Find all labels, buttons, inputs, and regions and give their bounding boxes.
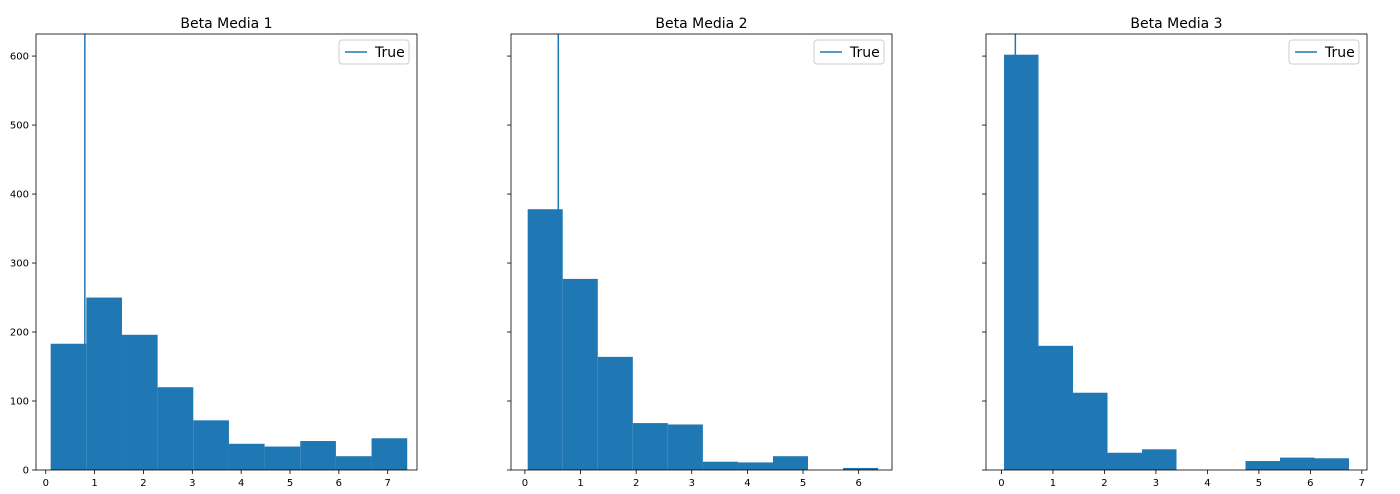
x-tick-label: 4 [744, 478, 750, 489]
x-tick-label: 1 [577, 478, 583, 489]
histogram-bar [1107, 452, 1143, 470]
histogram-bar [193, 420, 229, 470]
x-tick-label: 3 [689, 478, 695, 489]
y-tick-label: 600 [10, 52, 29, 63]
x-tick-label: 6 [1307, 478, 1313, 489]
histogram-bar [121, 334, 158, 470]
histogram-bar [562, 278, 598, 470]
histogram-bar [50, 343, 87, 470]
x-tick-label: 2 [1101, 478, 1107, 489]
histogram-bar [737, 462, 773, 470]
x-tick-label: 5 [1256, 478, 1262, 489]
x-tick-label: 4 [238, 478, 244, 489]
histogram-bar [1004, 54, 1039, 471]
histogram-bars [527, 209, 879, 470]
legend: True [338, 39, 410, 65]
legend: True [813, 39, 885, 65]
histogram-bar [843, 467, 879, 470]
legend-box [813, 39, 885, 65]
y-tick-label: 400 [10, 190, 29, 201]
x-tick-label: 1 [91, 478, 97, 489]
x-tick-label: 3 [1153, 478, 1159, 489]
x-tick-label: 3 [189, 478, 195, 489]
histogram-bar [86, 297, 122, 470]
x-tick-label: 5 [800, 478, 806, 489]
histogram-bar [702, 461, 738, 470]
chart-title: Beta Media 2 [655, 16, 747, 32]
legend-label: True [849, 45, 880, 61]
histogram-bar [772, 456, 809, 470]
legend-label: True [374, 45, 405, 61]
x-tick-label: 2 [140, 478, 146, 489]
chart-panel-1: 0 1 2 3 4 5 6 7 0 100 200 300 400 500 600 Beta Media 1 T… [10, 16, 418, 489]
histogram-bar [1279, 457, 1315, 470]
histogram-bar [632, 423, 668, 470]
legend: True [1288, 39, 1360, 65]
histogram-bar [300, 441, 336, 470]
histogram-bar [1142, 449, 1177, 470]
histogram-bar [228, 443, 265, 470]
y-tick-label: 500 [10, 121, 29, 132]
y-tick-label: 300 [10, 259, 29, 270]
x-tick-label: 4 [1204, 478, 1210, 489]
histogram-bar [1038, 345, 1074, 470]
axes-frame [985, 33, 1368, 471]
chart-title: Beta Media 1 [180, 16, 272, 32]
x-tick-label: 0 [43, 478, 49, 489]
histogram-bar [527, 209, 563, 470]
chart-panel-2: 0 1 2 3 4 5 6 Beta Media 2 True [507, 16, 893, 489]
x-tick-label: 7 [1359, 478, 1365, 489]
x-tick-label: 2 [633, 478, 639, 489]
histogram-bar [597, 356, 633, 470]
axes-frame [510, 33, 893, 471]
histogram-bar [335, 456, 372, 470]
histogram-bars [1004, 54, 1349, 471]
x-tick-label: 0 [522, 478, 528, 489]
x-tick-label: 5 [287, 478, 293, 489]
x-tick-label: 7 [385, 478, 391, 489]
legend-box [338, 39, 410, 65]
histogram-bars [50, 297, 408, 470]
axes-frame [35, 33, 418, 471]
x-tick-label: 0 [998, 478, 1004, 489]
y-tick-label: 200 [10, 328, 29, 339]
histogram-bar [264, 446, 301, 470]
histogram-bar [1073, 392, 1108, 470]
histogram-bar [157, 387, 194, 470]
histogram-bar [667, 424, 703, 470]
y-tick-label: 0 [23, 466, 29, 477]
legend-label: True [1324, 45, 1355, 61]
chart-title: Beta Media 3 [1130, 16, 1222, 32]
histogram-bar [1314, 458, 1349, 470]
x-tick-label: 6 [336, 478, 342, 489]
histogram-bar [371, 438, 408, 470]
x-tick-label: 6 [855, 478, 861, 489]
x-tick-label: 1 [1050, 478, 1056, 489]
chart-panel-3: 0 1 2 3 4 5 6 7 Beta Media 3 True [982, 16, 1368, 489]
legend-box [1288, 39, 1360, 65]
histogram-bar [1245, 461, 1280, 470]
y-tick-label: 100 [10, 397, 29, 408]
